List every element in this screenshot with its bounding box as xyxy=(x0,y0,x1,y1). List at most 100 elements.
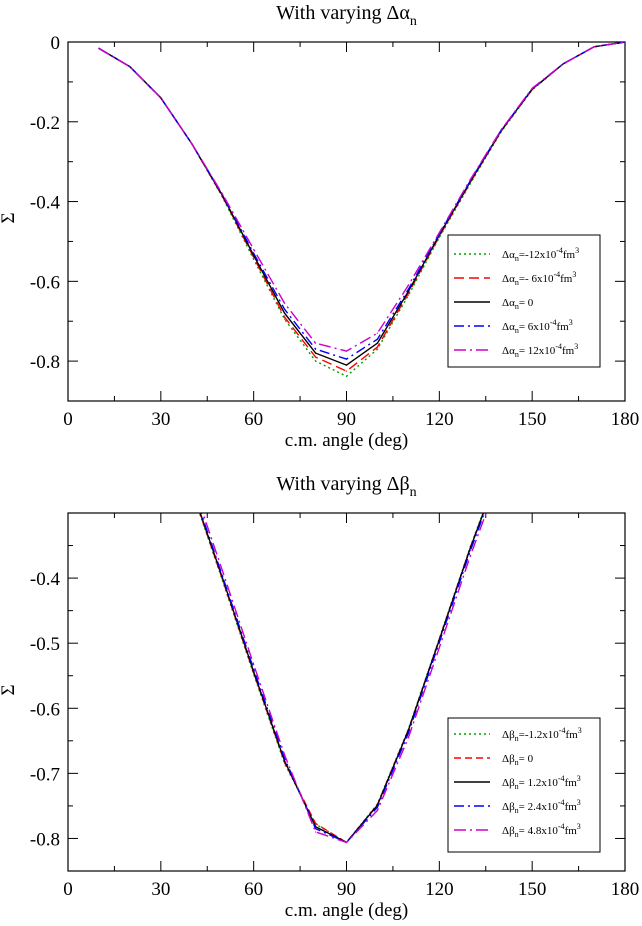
data-point xyxy=(469,555,471,557)
series-line-5 xyxy=(98,42,625,352)
data-point xyxy=(376,806,379,808)
data-point xyxy=(284,754,286,756)
legend-label: Δαn=- 6x10-4fm3 xyxy=(502,270,576,287)
series-group xyxy=(191,464,502,844)
data-point xyxy=(376,332,379,334)
data-point xyxy=(345,375,348,377)
data-point xyxy=(438,647,440,649)
y-axis-label: Σ xyxy=(0,212,19,223)
y-tick-label: 0 xyxy=(51,33,61,54)
x-tick-label: 150 xyxy=(518,879,547,900)
data-point xyxy=(191,489,192,490)
x-tick-label: 0 xyxy=(63,879,73,900)
data-point xyxy=(284,308,286,310)
data-point xyxy=(253,248,255,251)
y-tick-label: -0.8 xyxy=(30,829,60,850)
data-point xyxy=(345,358,348,360)
chart-title: With varying Δβn xyxy=(276,473,416,500)
data-point xyxy=(129,66,131,68)
data-point xyxy=(376,338,379,340)
y-tick-label: -0.4 xyxy=(30,569,61,590)
legend-label: Δαn=-12x10-4fm3 xyxy=(502,246,579,263)
y-tick-label: -0.5 xyxy=(30,634,60,655)
data-point xyxy=(438,236,440,239)
y-tick-label: -0.6 xyxy=(30,699,60,720)
chart-title: With varying Δαn xyxy=(276,2,417,29)
data-point xyxy=(345,364,348,366)
data-point xyxy=(253,668,255,670)
data-point xyxy=(191,488,192,489)
data-point xyxy=(222,193,224,195)
data-point xyxy=(314,356,317,358)
data-point xyxy=(376,346,379,348)
data-point xyxy=(284,760,286,762)
data-point xyxy=(253,258,255,260)
data-point xyxy=(501,464,502,465)
data-point xyxy=(562,63,564,65)
data-point xyxy=(191,490,192,491)
x-axis-label: c.m. angle (deg) xyxy=(285,430,408,451)
data-point xyxy=(345,841,348,843)
legend: Δαn=-12x10-4fm3 Δαn=- 6x10-4fm3 Δαn= 0 Δαn=… xyxy=(447,234,601,368)
data-point xyxy=(345,350,348,352)
data-point xyxy=(222,570,224,573)
x-tick-label: 60 xyxy=(244,879,263,900)
chart-1: With varying Δαn 0 30 60 90 120 150 180 0 -0.2 -0.… xyxy=(0,2,639,451)
legend-label: Δβn= 0 xyxy=(502,753,534,767)
legend-label: Δβn= 4.8x10-4fm3 xyxy=(502,822,581,839)
data-point xyxy=(345,370,348,372)
data-point xyxy=(191,485,192,486)
x-tick-label: 30 xyxy=(151,409,170,430)
data-point xyxy=(253,664,255,666)
x-tick-label: 90 xyxy=(337,879,356,900)
legend-label: Δβn= 2.4x10-4fm3 xyxy=(502,798,581,815)
legend: Δβn=-1.2x10-4fm3 Δβn= 0 Δβn= 1.2x10-4fm3 Δβ… xyxy=(447,717,601,853)
data-point xyxy=(469,179,471,181)
data-point xyxy=(531,87,533,89)
y-tick-label: -0.4 xyxy=(30,193,61,214)
data-point xyxy=(191,480,192,481)
data-point xyxy=(501,467,502,468)
data-point xyxy=(438,232,440,234)
data-point xyxy=(253,252,255,255)
y-tick-label: -0.2 xyxy=(30,113,60,134)
data-point xyxy=(376,342,379,344)
y-tick-label: -0.6 xyxy=(30,272,60,293)
data-point xyxy=(314,352,317,354)
data-point xyxy=(284,312,286,314)
data-point xyxy=(314,831,317,833)
legend-box xyxy=(447,717,601,853)
x-tick-label: 30 xyxy=(151,879,170,900)
data-point xyxy=(222,578,224,580)
chart-2: With varying Δβn 0 30 60 90 120 150 180 -0.4 -0.5… xyxy=(0,464,639,921)
data-point xyxy=(284,316,286,318)
data-point xyxy=(191,143,193,145)
legend-label: Δαn= 12x10-4fm3 xyxy=(502,342,578,359)
data-point xyxy=(469,550,471,552)
data-point xyxy=(438,641,440,644)
data-point xyxy=(314,342,317,344)
data-point xyxy=(407,288,409,290)
data-point xyxy=(624,42,625,43)
data-point xyxy=(407,736,409,739)
legend-label: Δαn= 0 xyxy=(502,297,534,311)
x-tick-label: 0 xyxy=(63,409,73,430)
legend-label: Δαn= 6x10-4fm3 xyxy=(502,318,573,335)
x-axis-label: c.m. angle (deg) xyxy=(285,900,408,921)
data-point xyxy=(501,471,502,472)
data-point xyxy=(376,809,379,812)
x-tick-label: 150 xyxy=(518,409,547,430)
x-tick-label: 60 xyxy=(244,409,263,430)
data-point xyxy=(501,465,502,466)
data-point xyxy=(314,360,317,362)
data-point xyxy=(314,822,317,825)
data-point xyxy=(407,284,409,286)
legend-box xyxy=(447,234,601,368)
x-tick-label: 90 xyxy=(337,409,356,430)
x-tick-label: 120 xyxy=(425,879,454,900)
legend-label: Δβn=-1.2x10-4fm3 xyxy=(502,726,582,743)
data-point xyxy=(501,464,502,465)
data-point xyxy=(284,302,286,304)
data-point xyxy=(593,46,595,48)
data-point xyxy=(314,348,317,350)
